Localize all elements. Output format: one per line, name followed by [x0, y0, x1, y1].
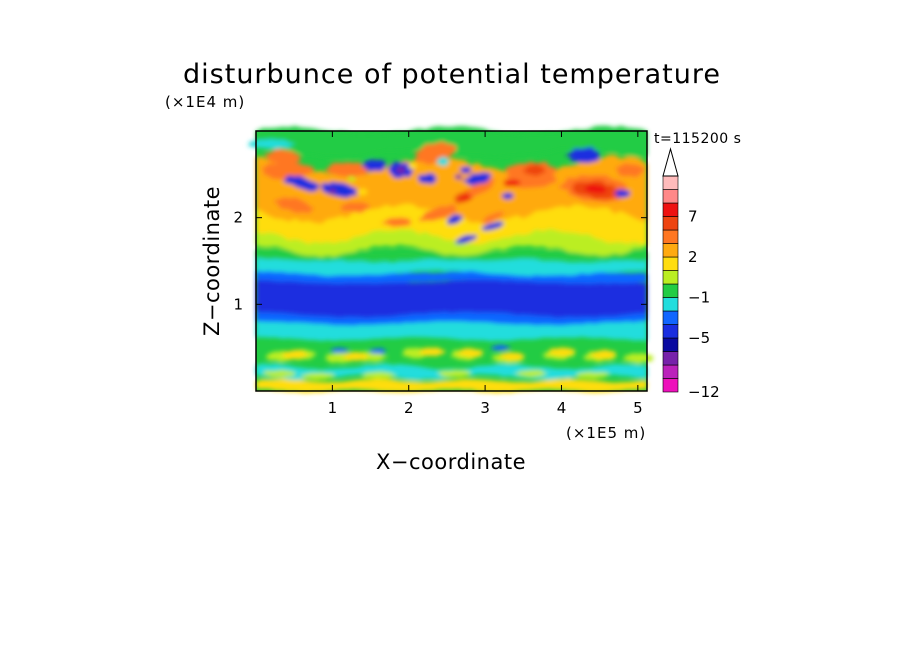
chart-title: disturbunce of potential temperature: [183, 59, 721, 90]
colorbar-swatch: [663, 365, 678, 379]
colorbar-label: 7: [688, 208, 698, 226]
colorbar-swatch: [663, 311, 678, 325]
colorbar-swatch: [663, 325, 678, 339]
y-tick-label: 2: [233, 209, 243, 227]
colorbar-swatch: [663, 298, 678, 312]
colorbar-swatch: [663, 271, 678, 285]
colorbar-swatch: [663, 203, 678, 217]
y-axis-unit: (×1E4 m): [165, 93, 245, 111]
colorbar-swatch: [663, 284, 678, 298]
y-axis-label: Z−coordinate: [200, 186, 224, 336]
time-label: t=115200 s: [654, 131, 741, 147]
colorbar-swatch: [663, 338, 678, 352]
colorbar-swatch: [663, 230, 678, 244]
colorbar-swatch: [663, 352, 678, 366]
x-tick-label: 3: [480, 399, 490, 417]
x-axis-label: X−coordinate: [376, 450, 526, 474]
x-tick-label: 1: [328, 399, 338, 417]
x-axis-unit: (×1E5 m): [566, 424, 646, 442]
colorbar-swatch: [663, 379, 678, 393]
colorbar-label: −12: [688, 383, 720, 401]
colorbar-label: 2: [688, 248, 698, 266]
colorbar-swatch: [663, 257, 678, 271]
heatmap-field: [247, 126, 654, 393]
colorbar-swatch: [663, 217, 678, 231]
y-tick-label: 1: [233, 295, 243, 313]
x-tick-label: 2: [404, 399, 414, 417]
colorbar-swatch: [663, 176, 678, 190]
colorbar-label: −5: [688, 329, 710, 347]
colorbar-swatch: [663, 190, 678, 204]
colorbar-extend-arrow: [663, 149, 678, 176]
colorbar-swatch: [663, 244, 678, 258]
colorbar-label: −1: [688, 289, 710, 307]
x-tick-label: 4: [557, 399, 567, 417]
x-tick-label: 5: [633, 399, 643, 417]
colorbar: −12−5−127: [663, 149, 720, 401]
